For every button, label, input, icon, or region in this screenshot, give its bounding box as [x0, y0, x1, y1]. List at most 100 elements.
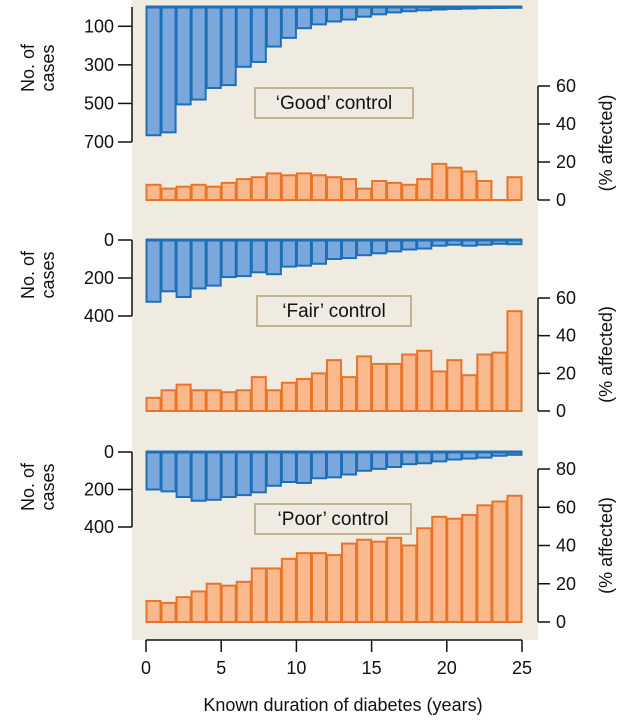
affected-tick-label-1-2: 40	[556, 114, 576, 134]
cases-tick-label-1-0: 100	[84, 16, 114, 36]
cases-bar-3-1	[160, 451, 177, 493]
affected-ylabel-2: (% affected)	[596, 306, 616, 403]
cases-bar-1-11	[310, 6, 327, 26]
x-tick-label-4: 20	[437, 658, 457, 678]
affected-bar-3-21	[461, 513, 478, 624]
affected-tick-label-3-1: 20	[556, 574, 576, 594]
affected-bar-2-21	[461, 374, 478, 413]
cases-bar-1-3	[190, 6, 207, 101]
cases-tick-label-1-3: 700	[84, 132, 114, 152]
affected-bar-2-2	[175, 383, 192, 412]
affected-bar-1-8	[265, 172, 282, 201]
cases-tick-label-1-1: 300	[84, 55, 114, 75]
control-label-box-2	[256, 295, 412, 327]
affected-bar-2-16	[386, 362, 403, 412]
affected-bar-3-24	[506, 494, 523, 623]
affected-bar-3-10	[295, 552, 312, 624]
cases-tick-label-1-2: 500	[84, 93, 114, 113]
cases-bar-2-6	[235, 239, 252, 278]
affected-bar-3-1	[160, 601, 177, 623]
cases-bar-3-11	[310, 451, 327, 480]
cases-bar-2-9	[280, 239, 297, 268]
affected-bar-3-2	[175, 596, 192, 624]
affected-bar-1-15	[371, 180, 388, 201]
affected-tick-label-3-4: 80	[556, 459, 576, 479]
affected-bar-1-19	[431, 162, 448, 201]
affected-bar-1-21	[461, 170, 478, 201]
affected-bar-2-6	[235, 389, 252, 412]
affected-bar-3-6	[235, 580, 252, 624]
cases-tick-label-3-2: 400	[84, 517, 114, 537]
cases-tick-label-2-2: 400	[84, 306, 114, 326]
affected-bar-2-20	[446, 359, 463, 412]
affected-bar-2-14	[356, 355, 373, 412]
cases-bar-2-10	[295, 239, 312, 267]
affected-bar-2-9	[280, 381, 297, 412]
affected-bar-3-17	[401, 544, 418, 623]
cases-bar-2-4	[205, 239, 222, 287]
control-label-3: ‘Poor’ control	[278, 509, 389, 530]
affected-tick-label-2-1: 20	[556, 363, 576, 383]
affected-tick-label-1-1: 20	[556, 152, 576, 172]
affected-tick-label-3-0: 0	[556, 612, 566, 632]
affected-bar-3-23	[491, 500, 508, 624]
affected-bar-2-11	[310, 372, 327, 413]
affected-bar-2-22	[476, 353, 493, 412]
cases-ylabel-line2-1: cases	[38, 44, 58, 91]
cases-tick-label-3-0: 0	[104, 442, 114, 462]
affected-bar-3-0	[145, 599, 162, 624]
cases-ylabel-3: No. of cases	[18, 462, 58, 511]
affected-bar-3-19	[431, 515, 448, 623]
affected-tick-label-1-3: 60	[556, 76, 576, 96]
cases-bar-3-6	[235, 451, 252, 497]
control-label-2: ‘Fair’ control	[282, 301, 385, 322]
x-tick-label-1: 5	[216, 658, 226, 678]
x-tick-label-3: 15	[362, 658, 382, 678]
affected-bar-2-5	[220, 391, 237, 412]
affected-bar-3-3	[190, 590, 207, 624]
cases-tick-label-2-0: 0	[104, 230, 114, 250]
cases-ylabel-line2-2: cases	[38, 251, 58, 298]
cases-bar-2-0	[145, 239, 162, 303]
cases-bar-1-1	[160, 6, 177, 134]
cases-bar-2-16	[386, 239, 403, 253]
cases-bar-2-11	[310, 239, 327, 265]
cases-bar-2-14	[356, 239, 373, 257]
affected-bar-1-14	[356, 187, 373, 202]
cases-bar-2-13	[341, 239, 358, 260]
affected-bar-2-19	[431, 370, 448, 413]
affected-bar-1-22	[476, 180, 493, 201]
cases-bar-1-8	[265, 6, 282, 48]
affected-tick-label-1-0: 0	[556, 190, 566, 210]
affected-bar-2-18	[416, 349, 433, 413]
affected-bar-1-10	[295, 172, 312, 201]
affected-bar-3-4	[205, 582, 222, 623]
affected-bar-3-12	[325, 554, 343, 623]
affected-bar-3-15	[371, 540, 388, 623]
x-tick-label-0: 0	[141, 658, 151, 678]
cases-ylabel-1: No. of cases	[18, 43, 58, 92]
affected-bar-1-24	[506, 176, 523, 201]
affected-tick-label-2-0: 0	[556, 401, 566, 421]
x-axis: 0 5 10 15 20 25 Known duration of diabetes (y…	[141, 639, 532, 715]
cases-bar-1-6	[235, 6, 252, 68]
affected-bar-3-11	[310, 552, 327, 624]
affected-bar-3-14	[356, 538, 373, 624]
affected-tick-label-3-3: 60	[556, 497, 576, 517]
cases-bar-2-1	[160, 239, 177, 293]
affected-bar-1-12	[325, 176, 343, 201]
cases-bar-2-15	[371, 239, 388, 255]
affected-bar-2-3	[190, 389, 207, 412]
affected-bar-3-16	[386, 536, 403, 623]
cases-bar-3-5	[220, 451, 237, 498]
affected-bar-3-18	[416, 527, 433, 623]
affected-bar-1-17	[401, 183, 418, 202]
cases-bar-1-7	[250, 6, 267, 63]
cases-bar-3-3	[190, 451, 207, 502]
affected-tick-label-2-3: 60	[556, 288, 576, 308]
affected-bar-2-24	[506, 310, 523, 412]
cases-bar-3-9	[280, 451, 297, 483]
axes-layer	[118, 7, 550, 623]
affected-bar-1-4	[205, 185, 222, 201]
cases-bar-1-9	[280, 6, 297, 39]
